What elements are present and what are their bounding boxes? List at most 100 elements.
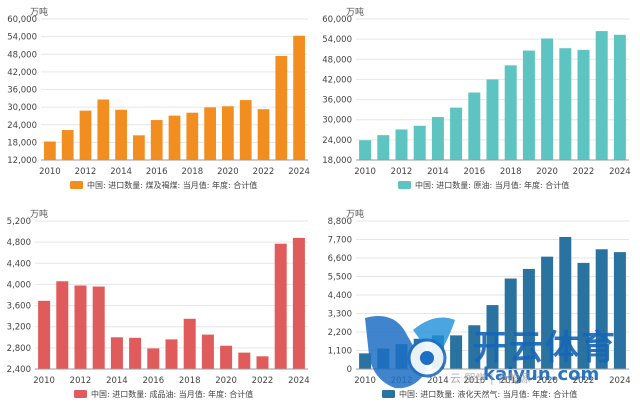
- x-tick-label: 2024: [609, 376, 631, 386]
- legend-swatch: [70, 181, 83, 189]
- y-tick-label: 4,400: [328, 291, 352, 301]
- chart-1: 万吨 12,000 18,000 24,000 30,000 36,000 42,000 48…: [7, 6, 310, 190]
- x-tick-label: 2018: [500, 167, 522, 177]
- y-unit-label: 万吨: [346, 6, 364, 18]
- y-tick-label: 4,000: [7, 280, 31, 290]
- bar-2020: [541, 38, 554, 160]
- y-tick-label: 18,000: [322, 156, 352, 166]
- y-unit-label: 万吨: [30, 6, 48, 18]
- y-tick-label: 60,000: [7, 15, 37, 25]
- bar-2020: [541, 256, 554, 369]
- bar-2015: [450, 107, 463, 160]
- bar-2014: [431, 335, 444, 369]
- bar-2017: [168, 115, 181, 160]
- chart-3: 万吨 2,400 2,800 3,200 3,600 4,000 4,400 4,800 5,2…: [7, 208, 310, 399]
- legend-label: 中国: 进口数量: 原油: 当月值: 年度: 合计值: [415, 180, 569, 190]
- bar-2011: [56, 281, 69, 369]
- legend-swatch: [382, 390, 395, 398]
- y-tick-label: 18,000: [7, 138, 37, 148]
- x-tick-label: 2016: [142, 376, 164, 386]
- y-tick-label: 12,000: [7, 156, 37, 166]
- x-tick-label: 2018: [181, 167, 203, 177]
- x-tick-label: 2012: [75, 167, 97, 177]
- x-tick-label: 2016: [463, 376, 485, 386]
- bar-2023: [595, 31, 608, 161]
- x-tick-label: 2024: [288, 376, 310, 386]
- x-tick-label: 2018: [179, 376, 201, 386]
- y-tick-label: 4,400: [7, 259, 31, 269]
- legend-label: 中国: 进口数量: 液化天然气: 当月值: 年度: 合计值: [399, 389, 577, 399]
- y-tick-label: 6,600: [328, 254, 352, 264]
- y-tick-label: 42,000: [322, 75, 352, 85]
- y-tick-label: 48,000: [322, 55, 352, 65]
- bar-2024: [613, 252, 626, 369]
- y-tick-label: 3,300: [328, 310, 352, 320]
- x-tick-label: 2024: [609, 167, 631, 177]
- bar-2021: [559, 236, 572, 369]
- bar-2011: [377, 348, 390, 369]
- x-tick-label: 2012: [391, 376, 413, 386]
- y-tick-label: 60,000: [322, 15, 352, 25]
- x-tick-label: 2014: [106, 376, 128, 386]
- bar-2021: [239, 100, 252, 160]
- bar-2016: [468, 92, 481, 160]
- bar-2022: [577, 49, 590, 161]
- chart-4: 万吨 0 1,100 2,200 3,300 4,400 5,500 6,600 7,700 8,…: [328, 208, 631, 399]
- bar-2017: [165, 339, 178, 369]
- bar-2019: [522, 268, 535, 369]
- bar-2022: [256, 356, 269, 369]
- y-unit-label: 万吨: [346, 208, 364, 220]
- bar-2012: [395, 129, 408, 160]
- bar-2013: [413, 125, 426, 160]
- bar-2023: [275, 56, 288, 161]
- y-tick-label: 24,000: [7, 121, 37, 131]
- bar-2015: [133, 135, 145, 160]
- bar-2014: [110, 337, 123, 369]
- bar-2018: [504, 278, 517, 369]
- bar-2013: [413, 338, 426, 369]
- bar-2010: [44, 141, 56, 160]
- y-tick-label: 2,400: [7, 365, 31, 375]
- y-tick-label: 5,500: [328, 273, 352, 283]
- bar-2018: [186, 112, 199, 160]
- x-tick-label: 2012: [391, 167, 413, 177]
- y-tick-label: 2,800: [7, 344, 31, 354]
- bar-2010: [359, 140, 372, 160]
- x-tick-label: 2020: [217, 167, 239, 177]
- x-tick-label: 2016: [463, 167, 485, 177]
- bar-2022: [257, 109, 270, 160]
- legend-label: 中国: 进口数量: 煤及褐煤: 当月值: 年度: 合计值: [87, 180, 257, 190]
- x-tick-label: 2022: [253, 167, 275, 177]
- bar-2016: [147, 348, 160, 369]
- x-tick-label: 2020: [215, 376, 237, 386]
- bar-2023: [274, 243, 287, 369]
- bar-2021: [238, 352, 251, 369]
- y-tick-label: 3,200: [7, 323, 31, 333]
- y-tick-label: 1,100: [328, 347, 352, 357]
- y-tick-label: 5,200: [7, 217, 31, 227]
- bar-2012: [395, 344, 408, 369]
- bar-2020: [222, 106, 234, 160]
- chart-2: 万吨 18,000 24,000 30,000 36,000 42,000 48,000 54…: [322, 6, 630, 190]
- x-tick-label: 2020: [536, 376, 558, 386]
- y-unit-label: 万吨: [30, 208, 48, 220]
- y-tick-label: 30,000: [322, 116, 352, 126]
- legend-swatch: [74, 390, 87, 398]
- bar-2019: [201, 334, 214, 369]
- bar-2015: [129, 337, 142, 369]
- bar-2024: [613, 34, 626, 160]
- bar-2017: [486, 79, 499, 160]
- y-tick-label: 2,200: [328, 328, 352, 338]
- y-tick-label: 0: [347, 365, 352, 375]
- y-tick-label: 42,000: [7, 68, 37, 78]
- y-tick-label: 48,000: [7, 50, 37, 60]
- bar-2022: [577, 262, 590, 369]
- bar-2011: [61, 130, 74, 160]
- bar-2010: [38, 300, 51, 369]
- x-tick-label: 2014: [427, 167, 449, 177]
- bar-2018: [183, 318, 196, 369]
- bar-2020: [220, 345, 233, 369]
- bar-2024: [292, 237, 305, 369]
- x-tick-label: 2016: [146, 167, 168, 177]
- bar-2010: [359, 353, 372, 369]
